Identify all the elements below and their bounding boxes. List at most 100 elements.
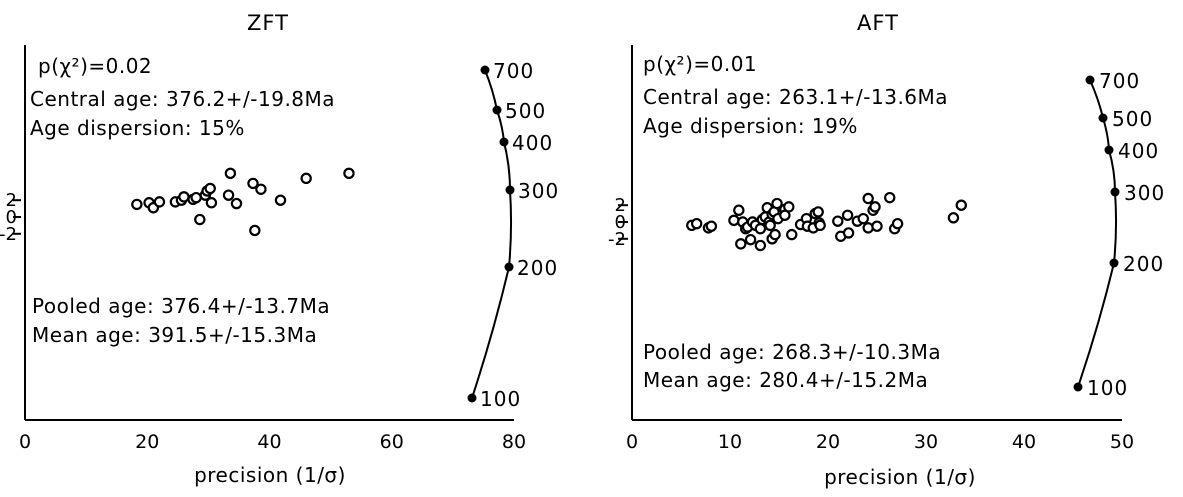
data-point xyxy=(955,199,967,211)
age-dispersion-label: Age dispersion: 15% xyxy=(30,116,245,140)
data-point xyxy=(705,220,718,232)
data-point xyxy=(769,228,781,241)
mean-age-label: Mean age: 391.5+/-15.3Ma xyxy=(32,323,317,347)
pooled-age-label: Pooled age: 268.3+/-10.3Ma xyxy=(643,340,941,364)
x-axis-label: precision (1/σ) xyxy=(194,463,346,487)
data-point xyxy=(857,212,869,225)
age-scale-arc xyxy=(1077,79,1118,388)
age-scale-label: 500 xyxy=(1112,107,1153,131)
data-point xyxy=(735,238,747,250)
z-tick-label: 0 xyxy=(6,207,17,228)
age-scale-dot xyxy=(499,137,509,147)
data-point xyxy=(190,191,202,204)
data-point xyxy=(871,220,883,232)
z-tick-label: 2 xyxy=(6,190,17,211)
data-point xyxy=(255,183,267,195)
data-point xyxy=(841,209,854,221)
data-point xyxy=(783,201,795,213)
data-point xyxy=(274,194,287,206)
data-point xyxy=(728,214,740,227)
chart-title: AFT xyxy=(857,11,899,35)
data-point xyxy=(224,167,237,180)
zft-radial-plot: ZFT p(χ²)=0.02 Central age: 376.2+/-19.8… xyxy=(0,11,559,487)
x-tick-label: 40 xyxy=(257,431,281,453)
z-tick-label: -2 xyxy=(0,224,17,245)
data-point xyxy=(222,189,235,201)
z-tick-label: 0 xyxy=(615,212,626,233)
pooled-age-label: Pooled age: 376.4+/-13.7Ma xyxy=(32,294,330,318)
age-scale-dot xyxy=(505,185,515,195)
data-point xyxy=(178,191,190,203)
x-axis-label: precision (1/σ) xyxy=(824,465,976,489)
x-tick-label: 80 xyxy=(502,431,526,453)
age-scale-label: 700 xyxy=(493,59,534,83)
data-point xyxy=(832,215,844,227)
data-point xyxy=(947,212,960,224)
z-axis-ticks: 20-2 xyxy=(608,195,628,250)
age-scale-dot xyxy=(1110,187,1120,197)
age-scale-dot xyxy=(492,105,502,115)
age-scale-label: 400 xyxy=(1118,139,1159,163)
aft-radial-plot: AFT p(χ²)=0.01 Central age: 263.1+/-13.6… xyxy=(608,11,1165,489)
x-tick-label: 0 xyxy=(19,431,31,453)
data-points xyxy=(686,191,967,252)
z-tick-label: 2 xyxy=(615,195,626,216)
age-scale-marks: 700 500 400 300 200 100 xyxy=(1073,69,1165,400)
age-scale-dot xyxy=(467,393,477,403)
age-scale-dot xyxy=(480,65,490,75)
p-chi2-label: p(χ²)=0.01 xyxy=(643,52,757,76)
x-tick-label: 20 xyxy=(816,431,840,453)
data-point xyxy=(786,228,798,241)
age-scale-dot xyxy=(1085,75,1095,85)
data-point xyxy=(733,204,745,216)
x-tick-label: 20 xyxy=(135,431,159,453)
data-point xyxy=(744,233,757,246)
data-point xyxy=(884,191,896,204)
data-point xyxy=(771,197,783,210)
age-dispersion-label: Age dispersion: 19% xyxy=(643,114,858,138)
data-point xyxy=(754,223,767,235)
data-point xyxy=(862,192,874,205)
x-tick-labels: 0 20 40 60 80 xyxy=(19,431,526,453)
data-point xyxy=(754,239,767,252)
z-axis-ticks: 20-2 xyxy=(0,190,21,245)
age-scale-dot xyxy=(1109,258,1119,268)
data-point xyxy=(842,227,855,239)
age-scale-label: 400 xyxy=(512,131,553,155)
data-point xyxy=(249,224,261,237)
age-scale-label: 200 xyxy=(517,256,558,280)
data-point xyxy=(869,201,881,213)
age-scale-label: 100 xyxy=(480,387,521,411)
age-scale-marks: 700 500 400 300 200 100 xyxy=(467,59,559,411)
x-tick-label: 60 xyxy=(380,431,404,453)
data-point xyxy=(812,206,824,218)
data-point xyxy=(862,222,874,234)
x-tick-label: 40 xyxy=(1012,431,1036,453)
data-point xyxy=(814,219,826,232)
data-point xyxy=(204,182,216,195)
chart-title: ZFT xyxy=(247,11,289,35)
x-tick-label: 0 xyxy=(626,431,638,453)
data-point xyxy=(343,167,355,180)
age-scale-label: 500 xyxy=(505,99,546,123)
x-tick-labels: 0 10 20 30 40 50 xyxy=(626,431,1134,453)
central-age-label: Central age: 263.1+/-13.6Ma xyxy=(643,85,948,109)
data-point xyxy=(891,217,904,230)
age-scale-label: 100 xyxy=(1087,376,1128,400)
data-point xyxy=(230,197,243,210)
data-point xyxy=(690,217,703,230)
data-point xyxy=(247,177,259,190)
age-scale-label: 300 xyxy=(518,179,559,203)
z-tick-label: -2 xyxy=(608,229,626,250)
age-scale-dot xyxy=(1073,382,1083,392)
mean-age-label: Mean age: 280.4+/-15.2Ma xyxy=(643,368,928,392)
x-tick-label: 30 xyxy=(914,431,938,453)
data-points xyxy=(131,167,355,237)
data-point xyxy=(205,197,218,209)
age-scale-dot xyxy=(1098,113,1108,123)
age-scale-dot xyxy=(504,262,514,272)
age-scale-label: 300 xyxy=(1124,181,1165,205)
x-tick-label: 50 xyxy=(1110,431,1134,453)
age-scale-label: 200 xyxy=(1123,252,1164,276)
